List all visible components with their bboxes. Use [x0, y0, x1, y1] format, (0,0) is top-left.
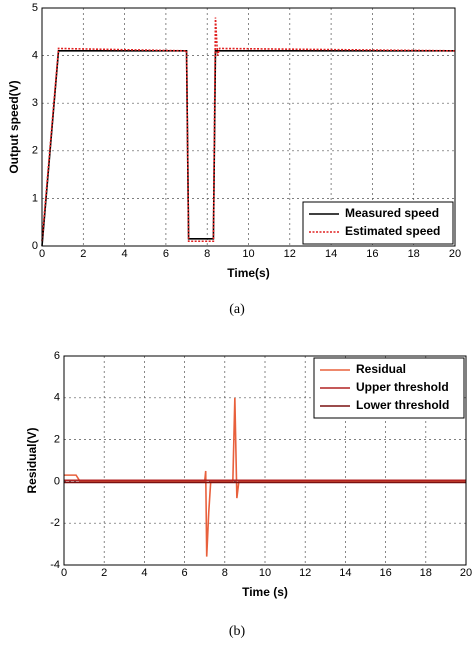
x-tick-label: 12 — [299, 567, 311, 579]
x-tick-label: 10 — [259, 567, 271, 579]
x-tick-label: 0 — [61, 567, 67, 579]
x-tick-label: 0 — [39, 248, 45, 260]
x-tick-label: 14 — [339, 567, 351, 579]
y-tick-label: 1 — [32, 192, 38, 204]
x-tick-label: 20 — [449, 248, 461, 260]
x-axis-label: Time (s) — [242, 585, 288, 599]
y-tick-label: 5 — [32, 2, 38, 14]
series-line — [41, 17, 456, 243]
y-tick-label: 0 — [54, 475, 60, 487]
series-line — [41, 50, 455, 247]
y-tick-label: 6 — [54, 350, 60, 362]
legend-label: Upper threshold — [356, 380, 449, 394]
x-tick-label: 16 — [379, 567, 391, 579]
y-tick-label: 2 — [32, 145, 38, 157]
plot-frame — [63, 355, 467, 566]
x-tick-label: 2 — [101, 567, 107, 579]
x-tick-label: 6 — [182, 567, 188, 579]
x-tick-label: 14 — [325, 248, 337, 260]
y-tick-label: 4 — [54, 392, 60, 404]
x-tick-label: 20 — [460, 567, 472, 579]
x-tick-label: 18 — [408, 248, 420, 260]
y-tick-label: -2 — [50, 517, 60, 529]
y-tick-label: -4 — [50, 559, 60, 571]
y-tick-label: 2 — [54, 434, 60, 446]
y-tick-label: 3 — [32, 97, 38, 109]
x-tick-label: 8 — [222, 567, 228, 579]
x-axis-label: Time(s) — [227, 266, 269, 280]
x-tick-label: 4 — [122, 248, 128, 260]
y-axis-label: Output speed(V) — [7, 80, 21, 173]
x-tick-label: 10 — [242, 248, 254, 260]
x-tick-label: 12 — [284, 248, 296, 260]
x-tick-label: 18 — [420, 567, 432, 579]
x-tick-label: 8 — [204, 248, 210, 260]
y-tick-label: 0 — [32, 240, 38, 252]
legend-label: Estimated speed — [345, 224, 440, 238]
y-tick-label: 4 — [32, 50, 38, 62]
legend-box — [302, 201, 454, 245]
caption: (a) — [229, 302, 245, 317]
y-axis-label: Residual(V) — [25, 427, 39, 493]
x-tick-label: 16 — [366, 248, 378, 260]
x-tick-label: 4 — [141, 567, 147, 579]
legend-label: Lower threshold — [356, 398, 449, 412]
caption: (b) — [229, 624, 246, 639]
legend-label: Residual — [356, 362, 406, 376]
legend-label: Measured speed — [345, 206, 439, 220]
series-line — [64, 397, 466, 557]
x-tick-label: 2 — [80, 248, 86, 260]
plot-frame — [41, 7, 456, 247]
x-tick-label: 6 — [163, 248, 169, 260]
